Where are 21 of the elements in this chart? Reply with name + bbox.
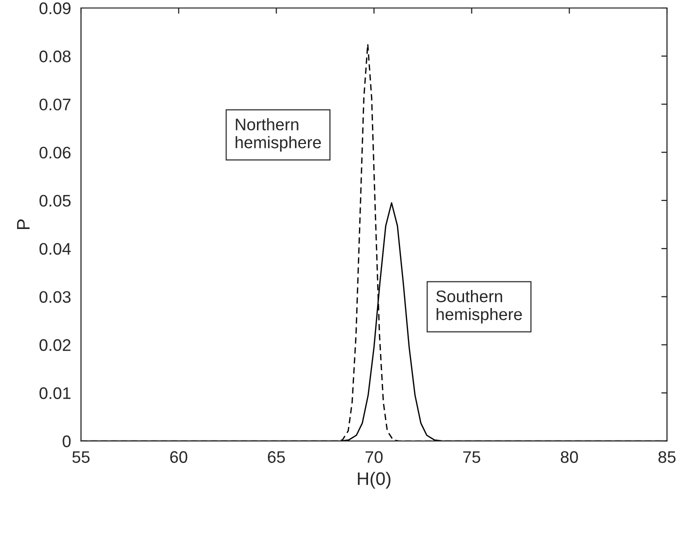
y-tick-label: 0.06 <box>39 146 71 159</box>
annotation: Southern hemisphere <box>436 290 522 324</box>
y-tick-label: 0.07 <box>39 98 70 110</box>
y-tick-label: 0.04 <box>39 242 71 255</box>
y-tick-label: 0.03 <box>39 291 71 303</box>
x-tick-label: 65 <box>268 451 285 463</box>
y-tick-label: 0 <box>62 435 71 448</box>
x-tick-label: 60 <box>170 451 188 463</box>
x-tick-label: 85 <box>658 451 676 463</box>
y-tick-label: 0.01 <box>39 387 70 400</box>
y-tick-label: 0.09 <box>39 2 70 14</box>
x-axis-title: H(0) <box>358 472 390 489</box>
annotation: Northern hemisphere <box>236 118 321 152</box>
y-axis-title: P <box>17 219 30 230</box>
x-tick-label: 80 <box>560 451 578 463</box>
x-tick-label: 75 <box>463 451 480 463</box>
x-tick-label: 55 <box>72 451 90 463</box>
y-tick-label: 0.05 <box>39 194 71 207</box>
y-tick-label: 0.02 <box>39 339 70 351</box>
x-tick-label: 70 <box>366 451 383 463</box>
y-tick-label: 0.08 <box>39 50 71 62</box>
